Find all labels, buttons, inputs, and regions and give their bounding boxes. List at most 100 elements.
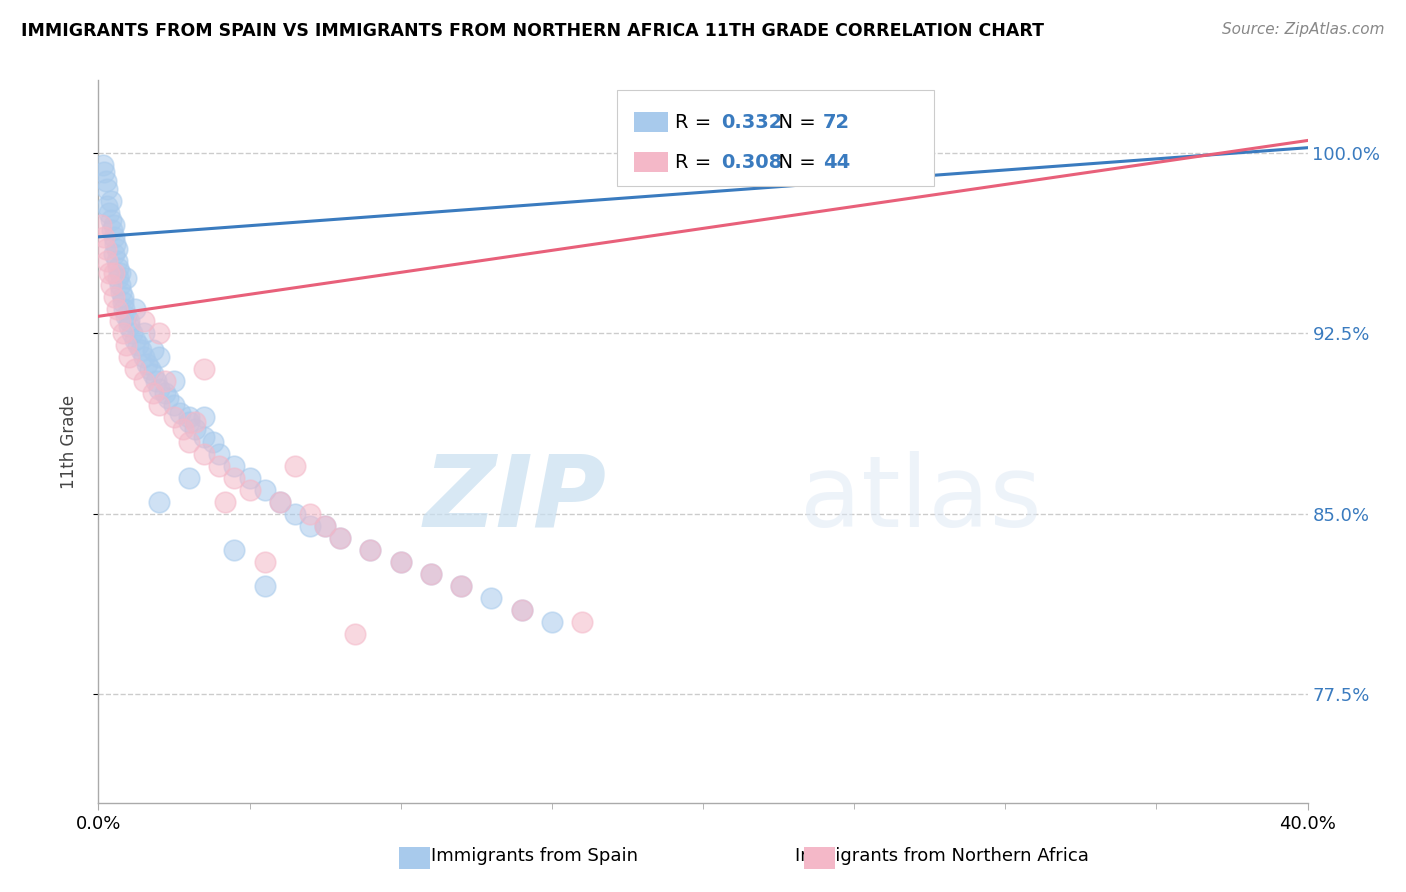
Point: [239, 483, 262, 497]
Point: [360, 542, 382, 557]
Text: R =: R =: [675, 113, 717, 132]
Point: [114, 338, 136, 352]
Point: [107, 261, 129, 276]
Point: [142, 386, 165, 401]
Point: [156, 391, 179, 405]
Point: [103, 290, 125, 304]
Point: [124, 334, 146, 348]
Point: [253, 555, 276, 569]
Point: [132, 350, 155, 364]
Point: [208, 446, 231, 460]
Point: [179, 470, 201, 484]
Point: [132, 374, 155, 388]
Point: [224, 470, 246, 484]
Point: [111, 290, 134, 304]
Point: [224, 542, 246, 557]
Point: [96, 253, 118, 268]
Point: [510, 603, 533, 617]
Point: [269, 494, 291, 508]
Point: [389, 555, 412, 569]
Point: [148, 398, 170, 412]
Point: [112, 301, 135, 316]
Text: atlas: atlas: [800, 450, 1042, 548]
Point: [108, 266, 131, 280]
Point: [314, 518, 336, 533]
Point: [107, 270, 129, 285]
Point: [202, 434, 225, 449]
Point: [121, 326, 143, 340]
Point: [142, 367, 165, 381]
Point: [269, 494, 291, 508]
Point: [111, 294, 134, 309]
Point: [224, 458, 246, 473]
Point: [169, 406, 191, 420]
Point: [179, 415, 201, 429]
Point: [284, 507, 307, 521]
Point: [139, 362, 162, 376]
Text: 0.308: 0.308: [721, 153, 783, 172]
Point: [105, 253, 128, 268]
Point: [103, 229, 125, 244]
Point: [103, 246, 125, 260]
Point: [96, 181, 118, 195]
Point: [114, 310, 136, 324]
Point: [153, 374, 176, 388]
Point: [142, 343, 165, 357]
Point: [193, 410, 215, 425]
Point: [118, 314, 141, 328]
Point: [98, 266, 121, 280]
Point: [127, 338, 149, 352]
Text: N =: N =: [766, 113, 823, 132]
Text: IMMIGRANTS FROM SPAIN VS IMMIGRANTS FROM NORTHERN AFRICA 11TH GRADE CORRELATION : IMMIGRANTS FROM SPAIN VS IMMIGRANTS FROM…: [21, 22, 1045, 40]
Point: [163, 410, 186, 425]
Point: [148, 382, 170, 396]
Point: [420, 566, 443, 581]
Point: [253, 579, 276, 593]
Point: [420, 566, 443, 581]
Point: [93, 165, 115, 179]
Point: [214, 494, 236, 508]
Point: [344, 627, 367, 641]
Point: [184, 415, 207, 429]
Point: [329, 531, 352, 545]
Point: [104, 237, 127, 252]
Point: [299, 518, 322, 533]
Point: [91, 157, 114, 171]
Point: [108, 314, 131, 328]
Text: Immigrants from Northern Africa: Immigrants from Northern Africa: [794, 847, 1090, 865]
Point: [148, 494, 170, 508]
Point: [193, 446, 215, 460]
Point: [571, 615, 593, 629]
Point: [450, 579, 472, 593]
Text: 44: 44: [823, 153, 849, 172]
Point: [540, 615, 562, 629]
Point: [148, 350, 170, 364]
Text: 0.332: 0.332: [721, 113, 783, 132]
Point: [100, 213, 122, 227]
Point: [118, 350, 141, 364]
Point: [103, 218, 125, 232]
Point: [111, 326, 134, 340]
Point: [94, 242, 117, 256]
Point: [101, 222, 124, 236]
Text: Source: ZipAtlas.com: Source: ZipAtlas.com: [1222, 22, 1385, 37]
Point: [105, 242, 128, 256]
Point: [179, 410, 201, 425]
Point: [450, 579, 472, 593]
Point: [110, 285, 132, 300]
Text: Immigrants from Spain: Immigrants from Spain: [430, 847, 638, 865]
Text: R =: R =: [675, 153, 717, 172]
Point: [94, 174, 117, 188]
Point: [389, 555, 412, 569]
Point: [98, 205, 121, 219]
Point: [93, 229, 115, 244]
Point: [481, 591, 503, 605]
Point: [129, 343, 152, 357]
Point: [208, 458, 231, 473]
Point: [132, 326, 155, 340]
Point: [163, 398, 186, 412]
Point: [360, 542, 382, 557]
Point: [103, 266, 125, 280]
Point: [172, 422, 194, 436]
Point: [184, 422, 207, 436]
